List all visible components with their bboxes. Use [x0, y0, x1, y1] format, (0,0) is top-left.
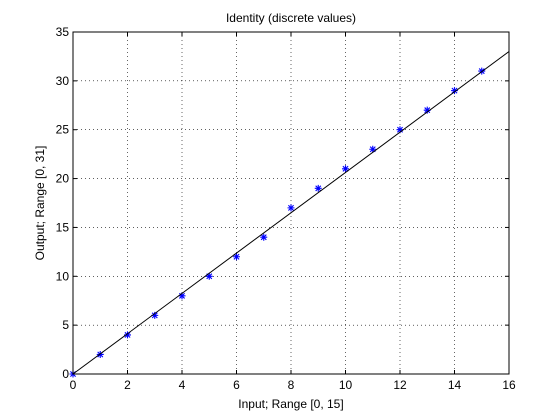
y-tick-label: 0 [62, 367, 69, 381]
x-tick-label: 14 [448, 378, 462, 392]
star-marker [260, 233, 268, 241]
axes-background [73, 32, 509, 374]
y-tick-label: 15 [56, 220, 70, 234]
data-point [314, 184, 322, 192]
y-axis-label: Output; Range [0, 31] [33, 146, 47, 261]
star-marker [369, 145, 377, 153]
x-tick-label: 10 [339, 378, 353, 392]
x-tick-label: 12 [393, 378, 407, 392]
plot-area: 0 2 4 6 8 10 12 14 16 0 5 10 15 20 25 30 35 [56, 25, 516, 392]
star-marker [423, 106, 431, 114]
y-tick-label: 5 [62, 318, 69, 332]
star-marker [124, 331, 131, 339]
identity-line [72, 51, 510, 375]
star-marker [178, 292, 186, 300]
data-point [423, 106, 431, 114]
star-marker [233, 253, 240, 261]
chart-title: Identity (discrete values) [226, 11, 356, 25]
series-layer [69, 51, 510, 378]
y-tick-label: 20 [56, 172, 70, 186]
x-tick-label: 16 [502, 378, 516, 392]
gridlines [73, 32, 509, 374]
y-tick-label: 25 [56, 123, 70, 137]
data-point [287, 204, 295, 212]
data-point [205, 272, 213, 280]
star-marker [342, 165, 349, 173]
star-marker [151, 311, 159, 319]
data-point [342, 165, 349, 173]
data-point [178, 292, 186, 300]
star-marker [396, 126, 404, 134]
y-tick-label: 30 [56, 74, 70, 88]
x-tick-label: 8 [288, 378, 295, 392]
data-point [451, 87, 458, 95]
y-tick-label: 10 [56, 269, 70, 283]
star-marker [314, 184, 322, 192]
x-axis-label: Input; Range [0, 15] [238, 397, 343, 411]
x-tick-label: 4 [179, 378, 186, 392]
y-tick-label: 35 [56, 25, 70, 39]
star-marker [205, 272, 213, 280]
x-tick-label: 6 [233, 378, 240, 392]
star-marker [287, 204, 295, 212]
ticks: 0 2 4 6 8 10 12 14 16 0 5 10 15 20 25 30 35 [56, 25, 516, 392]
data-point [233, 253, 240, 261]
data-point [124, 331, 131, 339]
x-tick-label: 0 [70, 378, 77, 392]
data-point [369, 145, 377, 153]
data-point [151, 311, 159, 319]
x-tick-label: 2 [124, 378, 131, 392]
star-marker [451, 87, 458, 95]
data-point [260, 233, 268, 241]
data-point [396, 126, 404, 134]
